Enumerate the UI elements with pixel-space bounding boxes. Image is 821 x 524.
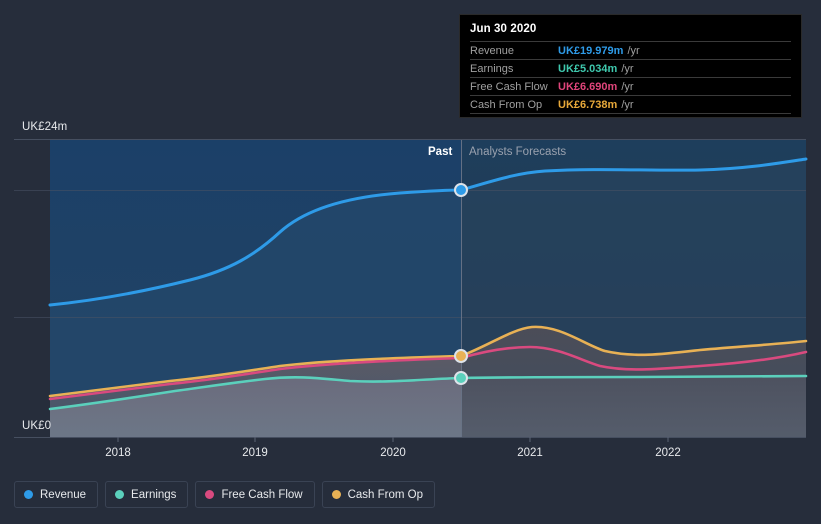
tooltip-label-revenue: Revenue [470,44,515,57]
cash-from-op-color-swatch-icon [331,490,341,499]
chart-svg [14,139,808,442]
revenue-line-past [48,188,463,307]
earnings-color-swatch-icon [115,490,125,499]
tooltip-label-free-cash-flow: Free Cash Flow [470,80,548,93]
legend-item-cash-from-op[interactable]: Cash From Op [321,481,436,508]
revenue-marker[interactable] [454,183,468,197]
past-period-label: Past [428,146,453,158]
legend-label-free-cash-flow: Free Cash Flow [221,488,303,501]
earnings-line-forecast [459,374,808,380]
tooltip-label-earnings: Earnings [470,62,514,75]
free-cash-flow-color-swatch-icon [205,490,215,499]
tooltip-unit-earnings: /yr [621,62,634,75]
legend-label-cash-from-op: Cash From Op [347,488,424,501]
free-cash-flow-line-forecast [459,345,808,371]
x-axis-tick-2020: 2020 [380,447,406,459]
tooltip-unit-revenue: /yr [627,44,640,57]
legend-item-earnings[interactable]: Earnings [105,481,189,508]
cash-from-op-line-forecast [459,325,808,358]
gridlines [14,139,806,438]
legend-label-earnings: Earnings [131,488,177,501]
tooltip-value-earnings: UK£5.034m [558,62,618,75]
earnings-line-past [48,375,463,411]
tooltip-row-earnings: Earnings UK£5.034m /yr [470,59,791,77]
x-axis-tick-2021: 2021 [517,447,543,459]
legend-label-revenue: Revenue [40,488,87,501]
earnings-area [50,376,806,437]
chart-legend: Revenue Earnings Free Cash Flow Cash Fro… [14,481,436,508]
x-axis-tick-2019: 2019 [242,447,268,459]
tooltip-row-cash-from-op: Cash From Op UK£6.738m /yr [470,95,791,113]
y-axis-min-label: UK£0 [22,420,52,432]
x-axis-tick-2018: 2018 [105,447,131,459]
x-axis-ticks [117,437,669,442]
tooltip-row-revenue: Revenue UK£19.979m /yr [470,41,791,59]
legend-item-free-cash-flow[interactable]: Free Cash Flow [195,481,315,508]
forecast-period-label: Analysts Forecasts [469,146,567,158]
tooltip-value-revenue: UK£19.979m [558,44,624,57]
cash-from-op-line-past [48,354,463,398]
tooltip-unit-free-cash-flow: /yr [621,80,634,93]
tooltip-bottom-rule [470,113,791,114]
tooltip-row-free-cash-flow: Free Cash Flow UK£6.690m /yr [470,77,791,95]
tooltip-label-cash-from-op: Cash From Op [470,98,543,111]
earnings-marker[interactable] [454,371,468,385]
x-axis-tick-2022: 2022 [655,447,681,459]
cash-from-op-marker[interactable] [454,349,468,363]
tooltip-value-cash-from-op: UK£6.738m [558,98,618,111]
data-point-tooltip: Jun 30 2020 Revenue UK£19.979m /yr Earni… [459,14,802,118]
free-cash-flow-line-past [48,356,463,401]
y-axis-max-label: UK£24m [22,121,68,133]
tooltip-date: Jun 30 2020 [470,23,537,35]
tooltip-value-free-cash-flow: UK£6.690m [558,80,618,93]
revenue-line-forecast [459,157,808,192]
chart-plot-area[interactable]: UK£24m UK£0 2018 2019 2020 2021 2022 Pas… [0,0,821,470]
tooltip-unit-cash-from-op: /yr [621,98,634,111]
legend-item-revenue[interactable]: Revenue [14,481,99,508]
revenue-color-swatch-icon [24,490,33,499]
